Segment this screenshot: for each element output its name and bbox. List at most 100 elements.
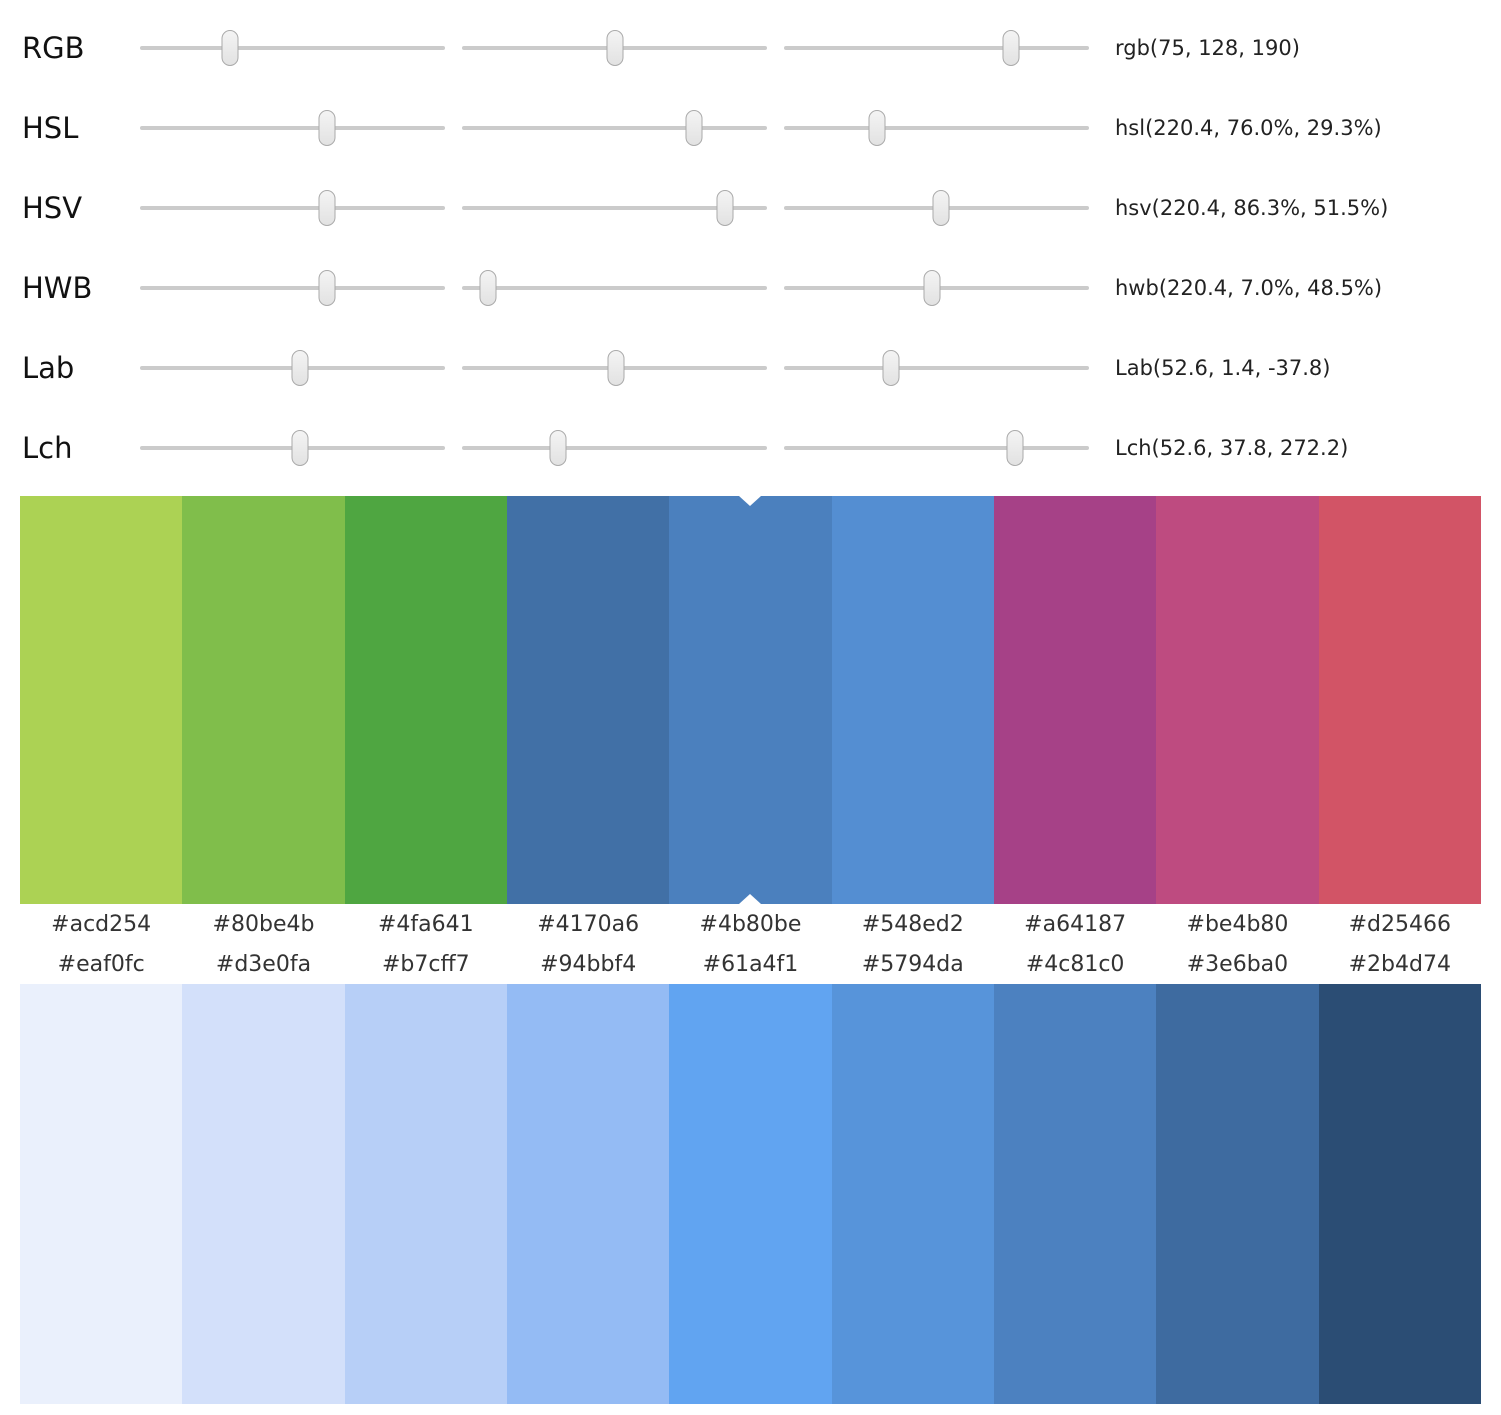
slider-row-label: HSV xyxy=(22,191,83,225)
palette-top-swatch-selected[interactable] xyxy=(669,496,832,904)
hex-label: #548ed2 xyxy=(861,911,964,937)
hwb-value-text: hwb(220.4, 7.0%, 48.5%) xyxy=(1115,276,1383,300)
hex-label: #4b80be xyxy=(699,911,802,937)
palette-bottom-swatch[interactable] xyxy=(993,984,1157,1404)
palette-bottom-swatch[interactable] xyxy=(669,984,832,1404)
lab-slider-lightness-handle[interactable] xyxy=(291,350,309,386)
hwb-slider-whiteness[interactable] xyxy=(462,270,767,306)
hwb-slider-blackness-handle[interactable] xyxy=(923,270,941,306)
hwb-slider-hue-handle[interactable] xyxy=(318,270,336,306)
lab-slider-a-handle[interactable] xyxy=(607,350,625,386)
slider-row-label: HSL xyxy=(22,111,79,145)
palette-bottom-swatch[interactable] xyxy=(831,984,994,1404)
palette-top xyxy=(20,496,1481,904)
slider-track-bar xyxy=(784,46,1089,50)
hex-label: #b7cff7 xyxy=(381,951,470,977)
hsl-slider-lightness[interactable] xyxy=(784,110,1089,146)
slider-row-label: RGB xyxy=(22,31,85,65)
slider-tracks xyxy=(140,430,1089,466)
palette-top-swatch[interactable] xyxy=(831,496,994,904)
lch-slider-hue-handle[interactable] xyxy=(1006,430,1024,466)
slider-track-bar xyxy=(140,206,445,210)
hex-label: #d25466 xyxy=(1348,911,1451,937)
slider-row-hsl: HSL hsl(220.4, 76.0%, 29.3%) xyxy=(22,88,1501,168)
slider-tracks xyxy=(140,190,1089,226)
slider-row-label: Lch xyxy=(22,431,73,465)
rgb-slider-red[interactable] xyxy=(140,30,445,66)
lab-slider-a[interactable] xyxy=(462,350,767,386)
slider-tracks xyxy=(140,30,1089,66)
palette-top-swatch[interactable] xyxy=(1318,496,1481,904)
palette-top-swatch[interactable] xyxy=(993,496,1157,904)
slider-track-bar xyxy=(140,286,445,290)
palette-bottom-swatch[interactable] xyxy=(182,984,345,1404)
hwb-slider-hue[interactable] xyxy=(140,270,445,306)
lab-slider-b[interactable] xyxy=(784,350,1089,386)
hsl-slider-saturation[interactable] xyxy=(462,110,767,146)
lch-slider-lightness[interactable] xyxy=(140,430,445,466)
hex-label: #2b4d74 xyxy=(1348,951,1451,977)
slider-track-bar xyxy=(140,126,445,130)
hsl-slider-hue-handle[interactable] xyxy=(318,110,336,146)
hex-label: #4c81c0 xyxy=(1025,951,1125,977)
hsl-slider-saturation-handle[interactable] xyxy=(685,110,703,146)
lch-slider-hue[interactable] xyxy=(784,430,1089,466)
slider-row-rgb: RGB rgb(75, 128, 190) xyxy=(22,8,1501,88)
selection-notch-bottom xyxy=(739,894,762,904)
slider-row-hsv: HSV hsv(220.4, 86.3%, 51.5%) xyxy=(22,168,1501,248)
rgb-slider-blue-handle[interactable] xyxy=(1002,30,1020,66)
palette-top-swatch[interactable] xyxy=(344,496,507,904)
hsl-slider-hue[interactable] xyxy=(140,110,445,146)
rgb-value-text: rgb(75, 128, 190) xyxy=(1115,36,1300,60)
lab-slider-lightness[interactable] xyxy=(140,350,445,386)
palette-top-swatch[interactable] xyxy=(506,496,670,904)
hex-label: #d3e0fa xyxy=(215,951,312,977)
hsv-slider-hue-handle[interactable] xyxy=(318,190,336,226)
slider-track-bar xyxy=(140,46,445,50)
lch-slider-chroma-handle[interactable] xyxy=(549,430,567,466)
slider-tracks xyxy=(140,270,1089,306)
hex-label: #a64187 xyxy=(1024,911,1127,937)
hwb-slider-blackness[interactable] xyxy=(784,270,1089,306)
hsv-slider-saturation-handle[interactable] xyxy=(716,190,734,226)
hsv-slider-hue[interactable] xyxy=(140,190,445,226)
hex-row-top: #acd254 #80be4b #4fa641 #4170a6 #4b80be … xyxy=(20,904,1481,944)
hex-label: #acd254 xyxy=(51,911,152,937)
palette-bottom-swatch[interactable] xyxy=(506,984,670,1404)
slider-track-bar xyxy=(784,366,1089,370)
lab-value-text: Lab(52.6, 1.4, -37.8) xyxy=(1115,356,1331,380)
lch-slider-chroma[interactable] xyxy=(462,430,767,466)
rgb-slider-green-handle[interactable] xyxy=(606,30,624,66)
slider-row-hwb: HWB hwb(220.4, 7.0%, 48.5%) xyxy=(22,248,1501,328)
palette-top-swatch[interactable] xyxy=(20,496,183,904)
palette-bottom xyxy=(20,984,1481,1404)
palette-bottom-swatch[interactable] xyxy=(344,984,507,1404)
slider-row-lab: Lab Lab(52.6, 1.4, -37.8) xyxy=(22,328,1501,408)
hsv-slider-value[interactable] xyxy=(784,190,1089,226)
slider-row-label: Lab xyxy=(22,351,75,385)
rgb-slider-red-handle[interactable] xyxy=(221,30,239,66)
slider-row-lch: Lch Lch(52.6, 37.8, 272.2) xyxy=(22,408,1501,488)
palette-top-swatch[interactable] xyxy=(182,496,345,904)
hwb-slider-whiteness-handle[interactable] xyxy=(479,270,497,306)
palette-top-swatch[interactable] xyxy=(1156,496,1319,904)
rgb-slider-green[interactable] xyxy=(462,30,767,66)
hsv-slider-value-handle[interactable] xyxy=(932,190,950,226)
palette-bottom-swatch[interactable] xyxy=(20,984,183,1404)
hsv-slider-saturation[interactable] xyxy=(462,190,767,226)
slider-track-bar xyxy=(462,446,767,450)
lab-slider-b-handle[interactable] xyxy=(882,350,900,386)
palette-bottom-swatch[interactable] xyxy=(1156,984,1319,1404)
slider-track-bar xyxy=(784,126,1089,130)
hex-label: #80be4b xyxy=(212,911,315,937)
hsl-value-text: hsl(220.4, 76.0%, 29.3%) xyxy=(1115,116,1382,140)
slider-tracks xyxy=(140,350,1089,386)
lch-value-text: Lch(52.6, 37.8, 272.2) xyxy=(1115,436,1349,460)
rgb-slider-blue[interactable] xyxy=(784,30,1089,66)
selection-notch-top xyxy=(739,496,762,506)
palette-bottom-swatch[interactable] xyxy=(1318,984,1481,1404)
hex-label: #eaf0fc xyxy=(57,951,145,977)
hex-label: #94bbf4 xyxy=(540,951,637,977)
hsl-slider-lightness-handle[interactable] xyxy=(868,110,886,146)
lch-slider-lightness-handle[interactable] xyxy=(291,430,309,466)
